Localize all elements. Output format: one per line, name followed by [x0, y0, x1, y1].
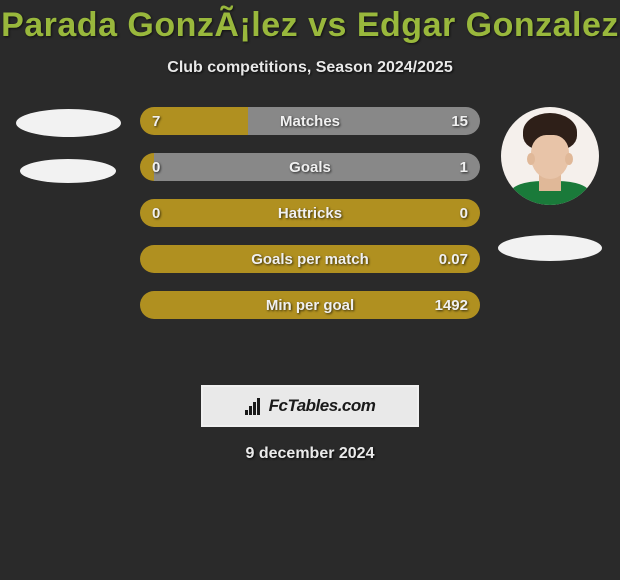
date-label: 9 december 2024: [0, 445, 620, 463]
logo-text: FcTables.com: [269, 396, 376, 416]
oval-placeholder: [20, 159, 116, 183]
stat-bar-row: Min per goal1492: [140, 291, 480, 319]
stat-bar-row: Goals per match0.07: [140, 245, 480, 273]
stat-bar-right-value: 1492: [435, 291, 468, 319]
stat-bar-row: Goals0 1: [140, 153, 480, 181]
stat-bar-label: Goals per match: [140, 245, 480, 273]
stat-bar-right-value: 0.07: [439, 245, 468, 273]
oval-placeholder: [498, 235, 602, 261]
stat-bar-left-value: 7: [152, 107, 160, 135]
stat-bar-label: Min per goal: [140, 291, 480, 319]
stat-bar-row: Matches7 15: [140, 107, 480, 135]
player-right-column: [490, 107, 610, 261]
stat-bar-left-value: 0: [152, 153, 160, 181]
barchart-icon: [245, 397, 263, 415]
stat-bar-label: Hattricks: [140, 199, 480, 227]
stat-bar-left-value: 0: [152, 199, 160, 227]
page-title: Parada GonzÃ¡lez vs Edgar Gonzalez: [0, 0, 620, 45]
stat-bar-label: Goals: [140, 153, 480, 181]
player-avatar: [501, 107, 599, 205]
stat-bar-label: Matches: [140, 107, 480, 135]
stat-bar-right-value: 15: [451, 107, 468, 135]
stat-bar-row: Hattricks0 0: [140, 199, 480, 227]
oval-placeholder: [16, 109, 121, 137]
comparison-area: Matches715Goals01Hattricks00Goals per ma…: [0, 97, 620, 357]
source-logo: FcTables.com: [201, 385, 419, 427]
stat-bar-right-value: 1: [460, 153, 468, 181]
player-left-placeholder: [8, 109, 128, 183]
page-subtitle: Club competitions, Season 2024/2025: [0, 59, 620, 77]
stat-bars: Matches715Goals01Hattricks00Goals per ma…: [140, 107, 480, 319]
stat-bar-right-value: 0: [460, 199, 468, 227]
